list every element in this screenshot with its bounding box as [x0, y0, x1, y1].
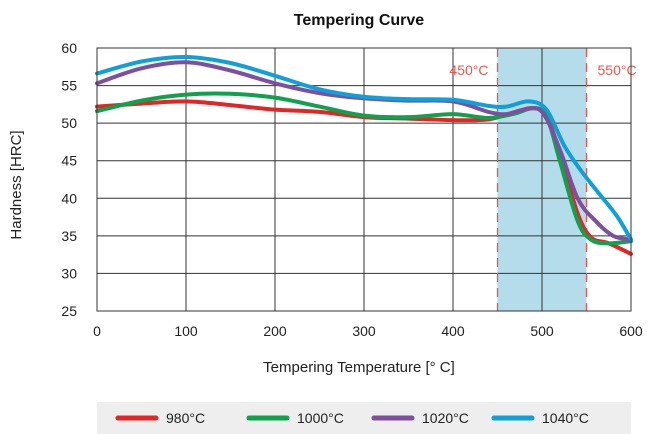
- legend-label: 1020°C: [422, 410, 469, 426]
- y-tick-label: 55: [61, 78, 77, 94]
- y-tick-label: 60: [61, 40, 77, 56]
- x-tick-label: 400: [441, 323, 465, 339]
- series-line-1020C: [95, 60, 633, 242]
- x-tick-label: 300: [352, 323, 376, 339]
- annotation-label: 550°C: [598, 62, 637, 78]
- legend: 980°C 1000°C 1020°C 1040°C: [97, 402, 631, 434]
- plot-border: [96, 47, 632, 312]
- y-tick-label: 30: [61, 265, 77, 281]
- y-tick-label: 50: [61, 115, 77, 131]
- series-line-1000C: [95, 91, 633, 246]
- x-tick-label: 0: [93, 323, 101, 339]
- series-line-980C: [95, 99, 633, 256]
- y-tick-label: 40: [61, 190, 77, 206]
- x-axis-title: Tempering Temperature [° C]: [263, 359, 455, 376]
- legend-label: 1000°C: [297, 410, 344, 426]
- legend-background: [97, 402, 631, 434]
- legend-label: 1040°C: [542, 410, 589, 426]
- x-tick-label: 100: [174, 323, 198, 339]
- x-tick-label: 200: [263, 323, 287, 339]
- chart-title: Tempering Curve: [294, 12, 425, 29]
- y-tick-label: 45: [61, 153, 77, 169]
- legend-label: 980°C: [166, 410, 205, 426]
- y-tick-label: 25: [61, 303, 77, 319]
- x-tick-label: 500: [530, 323, 554, 339]
- series-line-1040C: [95, 54, 633, 242]
- y-tick-label: 35: [61, 228, 77, 244]
- y-axis-title: Hardness [HRC]: [8, 130, 25, 239]
- x-tick-label: 600: [619, 323, 643, 339]
- annotation-label: 450°C: [449, 62, 488, 78]
